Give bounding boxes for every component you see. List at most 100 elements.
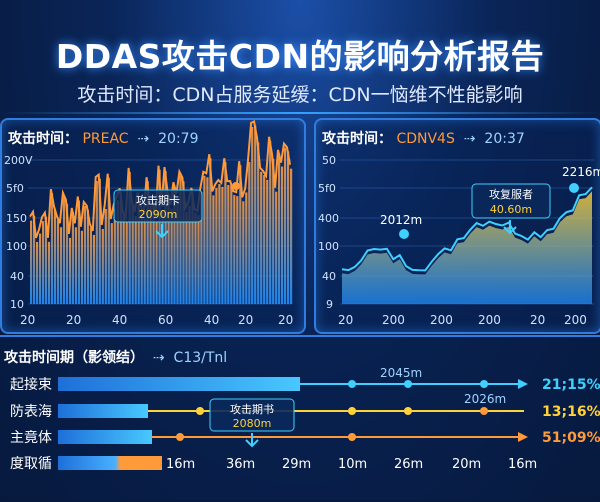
row-marker — [348, 407, 356, 415]
right-xtick: 200 — [478, 313, 501, 327]
right-ytick: 5f0 — [318, 182, 336, 195]
left-bar — [161, 210, 164, 304]
row-bar — [58, 377, 300, 391]
left-panel-header: 攻击时间： PREAC ⇢ 20:79 — [8, 128, 198, 148]
row-label: 度取循 — [10, 456, 52, 472]
timeline-panel: 攻击时间期（影领结） ⇢ C13/Tnl 起接束 防表海 主竟体 度取循 — [0, 335, 600, 500]
row-label: 主竟体 — [10, 430, 52, 446]
left-bar — [137, 196, 140, 304]
timeline-xtick: 16m — [166, 457, 195, 472]
left-bar — [245, 192, 248, 304]
left-bar — [30, 220, 33, 304]
left-bar — [212, 195, 215, 304]
row-bar — [58, 430, 152, 444]
left-annotation-box — [113, 189, 203, 223]
left-bar — [182, 181, 185, 304]
left-bar — [80, 230, 83, 304]
timeline-xtick: 16m — [508, 457, 537, 472]
left-bar — [44, 216, 48, 304]
left-bar — [77, 200, 80, 304]
arrow-right-icon — [518, 379, 528, 389]
left-bar — [116, 200, 119, 304]
right-ytick: 40 — [322, 270, 336, 283]
timeline-annotation-line1: 攻击期书 — [230, 402, 274, 416]
left-panel-metric: PREAC — [82, 131, 129, 147]
left-bar — [215, 188, 218, 304]
timeline-title: 攻击时间期（影领结） — [4, 350, 144, 366]
left-ytick: 100 — [6, 240, 27, 253]
right-chart: 50 5f0 400 100 40 9 2216m 2012m 攻复服者 40.… — [318, 154, 600, 327]
page-subtitle: 攻击时间：CDN占服务延缓：CDN一恼维不性能影响 — [77, 84, 523, 106]
left-bar — [251, 126, 254, 305]
left-bar — [119, 192, 122, 304]
left-line — [29, 120, 291, 239]
left-bar — [191, 191, 194, 304]
left-bar — [194, 213, 197, 304]
left-bar — [173, 186, 176, 304]
left-bar — [224, 162, 227, 304]
left-bar — [101, 229, 104, 304]
left-ytick: 40 — [10, 270, 24, 283]
timeline-chart: 起接束 防表海 主竟体 度取循 2045m 2026m 攻击期书 2080m 2… — [10, 366, 600, 472]
left-annotation-line2: 2090m — [139, 208, 178, 221]
row-marker — [348, 433, 356, 441]
left-bar — [74, 227, 77, 304]
row-marker — [480, 407, 488, 415]
left-bar — [167, 195, 170, 304]
left-bar — [275, 191, 278, 304]
right-line — [341, 186, 593, 272]
left-bars — [30, 125, 293, 305]
left-bar — [33, 215, 36, 304]
right-panel-arrow-icon: ⇢ — [459, 131, 480, 147]
right-ytick: 400 — [318, 212, 339, 225]
row-marker — [196, 407, 204, 415]
left-xtick: 40 — [112, 313, 127, 327]
left-bar — [59, 227, 63, 304]
left-bar — [170, 208, 173, 304]
left-xtick: 20 — [20, 313, 35, 327]
left-bar — [104, 209, 107, 304]
page-title: DDAS攻击CDN的影响分析报告 — [55, 37, 545, 76]
left-bar — [197, 215, 200, 304]
left-bar — [281, 166, 284, 304]
timeline-xtick: 10m — [338, 457, 367, 472]
left-bar — [131, 203, 134, 304]
left-bar — [92, 234, 95, 304]
left-xtick: 60 — [158, 313, 173, 327]
left-bar — [98, 178, 101, 304]
left-bar — [290, 168, 293, 304]
right-xtick: 200 — [382, 313, 405, 327]
left-bar — [272, 158, 275, 304]
left-bar — [248, 162, 251, 304]
left-bar — [71, 212, 74, 304]
left-bar — [47, 241, 51, 304]
timeline-arrow-icon: ⇢ — [148, 350, 170, 366]
right-ytick: 100 — [318, 240, 339, 253]
left-xtick: 20 — [66, 313, 81, 327]
left-bar — [263, 175, 266, 304]
timeline-xtick: 29m — [282, 457, 311, 472]
left-peak-marker — [232, 182, 240, 190]
left-bar — [233, 195, 236, 304]
left-bar — [254, 125, 257, 304]
row-bar — [58, 456, 162, 470]
left-bar — [152, 205, 155, 304]
right-panel-header: 攻击时间： CDNV4S ⇢ 20:37 — [322, 128, 525, 148]
right-peak-label: 2216m — [562, 165, 600, 179]
right-annotation-line1: 攻复服者 — [489, 187, 533, 201]
left-bar — [149, 205, 152, 304]
right-xaxis: 20 200 200 200 20 200 — [338, 313, 587, 327]
left-yaxis: 200V 5f0 150 100 40 10 — [4, 154, 33, 311]
right-panel-stat: 20:37 — [484, 131, 525, 147]
right-arrow-down-icon — [503, 220, 517, 235]
row-marker — [480, 380, 488, 388]
left-xtick: 20 — [238, 313, 253, 327]
right-yaxis: 50 5f0 400 100 40 9 — [318, 154, 339, 311]
left-bar — [236, 196, 239, 304]
row-label: 起接束 — [10, 376, 52, 393]
left-panel-stat: 20:79 — [158, 131, 199, 147]
timeline-xtick: 26m — [394, 457, 423, 472]
right-chart-panel: 攻击时间： CDNV4S ⇢ 20:37 50 5f0 400 100 40 9 — [314, 118, 600, 334]
left-ytick: 10 — [10, 298, 24, 311]
row-value: 13;16% — [542, 404, 600, 420]
